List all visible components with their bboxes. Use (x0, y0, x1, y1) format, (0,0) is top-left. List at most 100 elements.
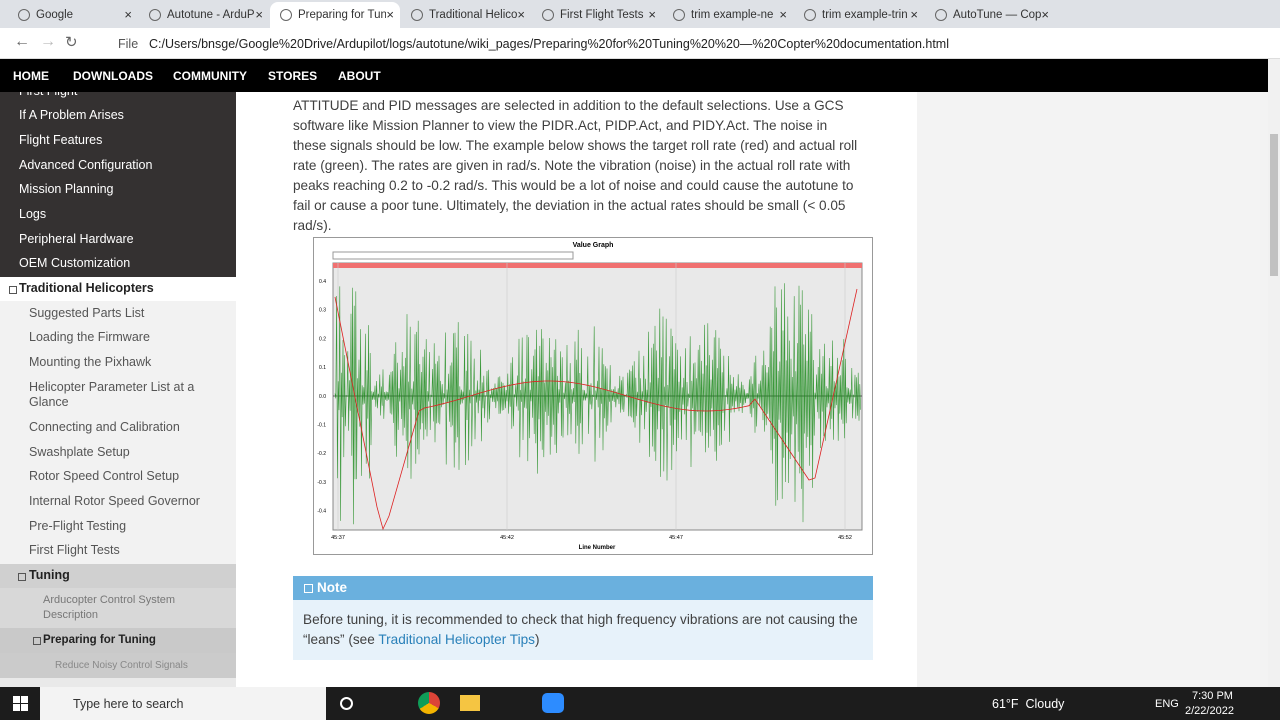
sidebar-item[interactable]: If A Problem Arises (0, 103, 236, 129)
sidebar-item[interactable]: First Flight (0, 92, 236, 104)
tab-title[interactable]: Traditional Helico (429, 9, 517, 21)
sidebar-item[interactable]: OEM Customization (0, 251, 236, 277)
tab-title[interactable]: trim example-ne (691, 9, 774, 21)
sidebar-item-label[interactable]: Arducopter Control System Description (43, 593, 176, 622)
legend-bar (333, 263, 862, 268)
sidebar-item[interactable]: Rotor Speed Control Setup (0, 464, 236, 490)
tab[interactable]: First Flight Tests × (532, 2, 662, 28)
sidebar-item-label[interactable]: Mission Planning (19, 182, 114, 197)
sidebar-item-label[interactable]: Rotor Speed Control Setup (29, 469, 180, 484)
cortana-icon[interactable] (340, 697, 353, 710)
sidebar-item-label[interactable]: First Flight (19, 92, 77, 98)
sidebar-item[interactable]: Reduce Noisy Control Signals (0, 653, 236, 678)
nav-link[interactable]: HOME (13, 69, 49, 83)
tab-title[interactable]: Autotune - ArduP (167, 9, 255, 21)
y-tick-label: -0.4 (317, 509, 326, 515)
sidebar-item[interactable]: Tuning (0, 563, 236, 589)
tab-close[interactable]: × (779, 7, 787, 22)
sidebar-item[interactable]: Preparing for Tuning (0, 628, 236, 654)
note-link[interactable]: Traditional Helicopter Tips (378, 632, 535, 647)
tab[interactable]: AutoTune — Cop × (925, 2, 1055, 28)
sidebar-item-label[interactable]: Internal Rotor Speed Governor (29, 494, 200, 509)
sidebar-item[interactable]: Helicopter Parameter List at a Glance (0, 375, 236, 416)
sidebar-item[interactable]: Mission Planning (0, 177, 236, 203)
sidebar-item[interactable]: Suggested Parts List (0, 301, 236, 326)
tab-title[interactable]: AutoTune — Cop (953, 9, 1041, 21)
sidebar-item-label[interactable]: Preparing for Tuning (43, 634, 156, 647)
scroll-thumb[interactable] (1270, 134, 1278, 276)
sidebar-item[interactable]: Arducopter Control System Description (0, 588, 236, 629)
tab-title[interactable]: First Flight Tests (560, 9, 644, 21)
tab[interactable]: Google × (8, 2, 138, 28)
sidebar-item-label[interactable]: Flight Features (19, 132, 103, 147)
clock-date[interactable]: 2/22/2022 (1185, 705, 1234, 717)
sidebar-item-label[interactable]: Traditional Helicopters (19, 281, 154, 296)
sidebar-item-label[interactable]: Helicopter Parameter List at a Glance (29, 379, 195, 410)
tab-close[interactable]: × (124, 7, 132, 22)
sidebar-item[interactable]: Peripheral Hardware (0, 227, 236, 252)
explorer-icon[interactable] (460, 695, 480, 711)
sidebar-item-label[interactable]: Tuning (29, 568, 70, 583)
language[interactable]: ENG (1155, 698, 1179, 710)
nav-link[interactable]: DOWNLOADS (73, 69, 153, 83)
sidebar-item[interactable]: First Flight Tests (0, 538, 236, 564)
sidebar-item[interactable]: Internal Rotor Speed Governor (0, 489, 236, 515)
clock-time[interactable]: 7:30 PM (1192, 690, 1233, 702)
sidebar-item[interactable]: Pre-Flight Testing (0, 514, 236, 539)
sidebar-item-label[interactable]: Reduce Noisy Control Signals (55, 659, 188, 671)
search-box[interactable]: Type here to search (40, 687, 326, 720)
sidebar-item-label[interactable]: Connecting and Calibration (29, 420, 180, 435)
sidebar-item-label[interactable]: Swashplate Setup (29, 444, 130, 459)
sidebar-item[interactable]: Swashplate Setup (0, 440, 236, 465)
sidebar-item-label[interactable]: If A Problem Arises (19, 108, 124, 123)
sidebar-item[interactable]: Traditional Helicopters (0, 276, 236, 302)
url[interactable]: C:/Users/bnsge/Google%20Drive/Ardupilot/… (149, 37, 949, 51)
tab-icon (149, 9, 161, 21)
y-tick-label: 0.3 (319, 308, 326, 314)
note-box: Note Before tuning, it is recommended to… (293, 576, 873, 660)
sidebar-item[interactable]: Loading the Firmware (0, 325, 236, 351)
sidebar-item-label[interactable]: Mounting the Pixhawk (29, 355, 152, 370)
sidebar-item[interactable]: Logs (0, 202, 236, 228)
tab-close[interactable]: × (648, 7, 656, 22)
tab[interactable]: Preparing for Tun × (270, 2, 400, 28)
sidebar-item[interactable]: Mounting the Pixhawk (0, 350, 236, 376)
tab-close[interactable]: × (517, 7, 525, 22)
zoom-icon[interactable] (542, 693, 564, 713)
sidebar-item-label[interactable]: Advanced Configuration (19, 157, 153, 172)
tab[interactable]: trim example-trin × (794, 2, 924, 28)
weather[interactable]: 61°F Cloudy (992, 697, 1065, 711)
tab-close[interactable]: × (910, 7, 918, 22)
tab-close[interactable]: × (386, 7, 394, 22)
sidebar-item-label[interactable]: Pre-Flight Testing (29, 518, 127, 533)
tab[interactable]: Traditional Helico × (401, 2, 531, 28)
nav-link[interactable]: COMMUNITY (173, 69, 247, 83)
start-button[interactable] (13, 696, 28, 711)
sidebar-item-label[interactable]: OEM Customization (19, 256, 131, 271)
reload-icon[interactable]: ↻ (65, 34, 78, 51)
tab-title[interactable]: Google (36, 9, 74, 21)
forward-icon[interactable]: → (40, 33, 56, 50)
sidebar-item-label[interactable]: First Flight Tests (29, 543, 120, 558)
y-tick-label: 0.4 (319, 279, 326, 285)
sidebar-item[interactable]: Advanced Configuration (0, 153, 236, 178)
tab-title[interactable]: trim example-trin (822, 9, 908, 21)
chrome-icon[interactable] (418, 692, 440, 714)
tab-title[interactable]: Preparing for Tun (298, 9, 386, 21)
sidebar-item-label[interactable]: Suggested Parts List (29, 305, 145, 320)
tab[interactable]: Autotune - ArduP × (139, 2, 269, 28)
tab-close[interactable]: × (1041, 7, 1049, 22)
sidebar-item-label[interactable]: Logs (19, 207, 47, 222)
nav-link[interactable]: ABOUT (338, 69, 381, 83)
sidebar-item-label[interactable]: Loading the Firmware (29, 330, 150, 345)
sidebar-item[interactable]: Connecting and Calibration (0, 415, 236, 441)
back-icon[interactable]: ← (14, 33, 30, 50)
legend-box (332, 251, 574, 260)
tab-close[interactable]: × (255, 7, 263, 22)
nav-link[interactable]: STORES (268, 69, 318, 83)
sidebar-item-label[interactable]: Peripheral Hardware (19, 231, 134, 246)
note-text: Before tuning, it is recommended to chec… (293, 600, 873, 660)
sidebar-item[interactable]: Flight Features (0, 128, 236, 154)
tab[interactable]: trim example-ne × (663, 2, 793, 28)
